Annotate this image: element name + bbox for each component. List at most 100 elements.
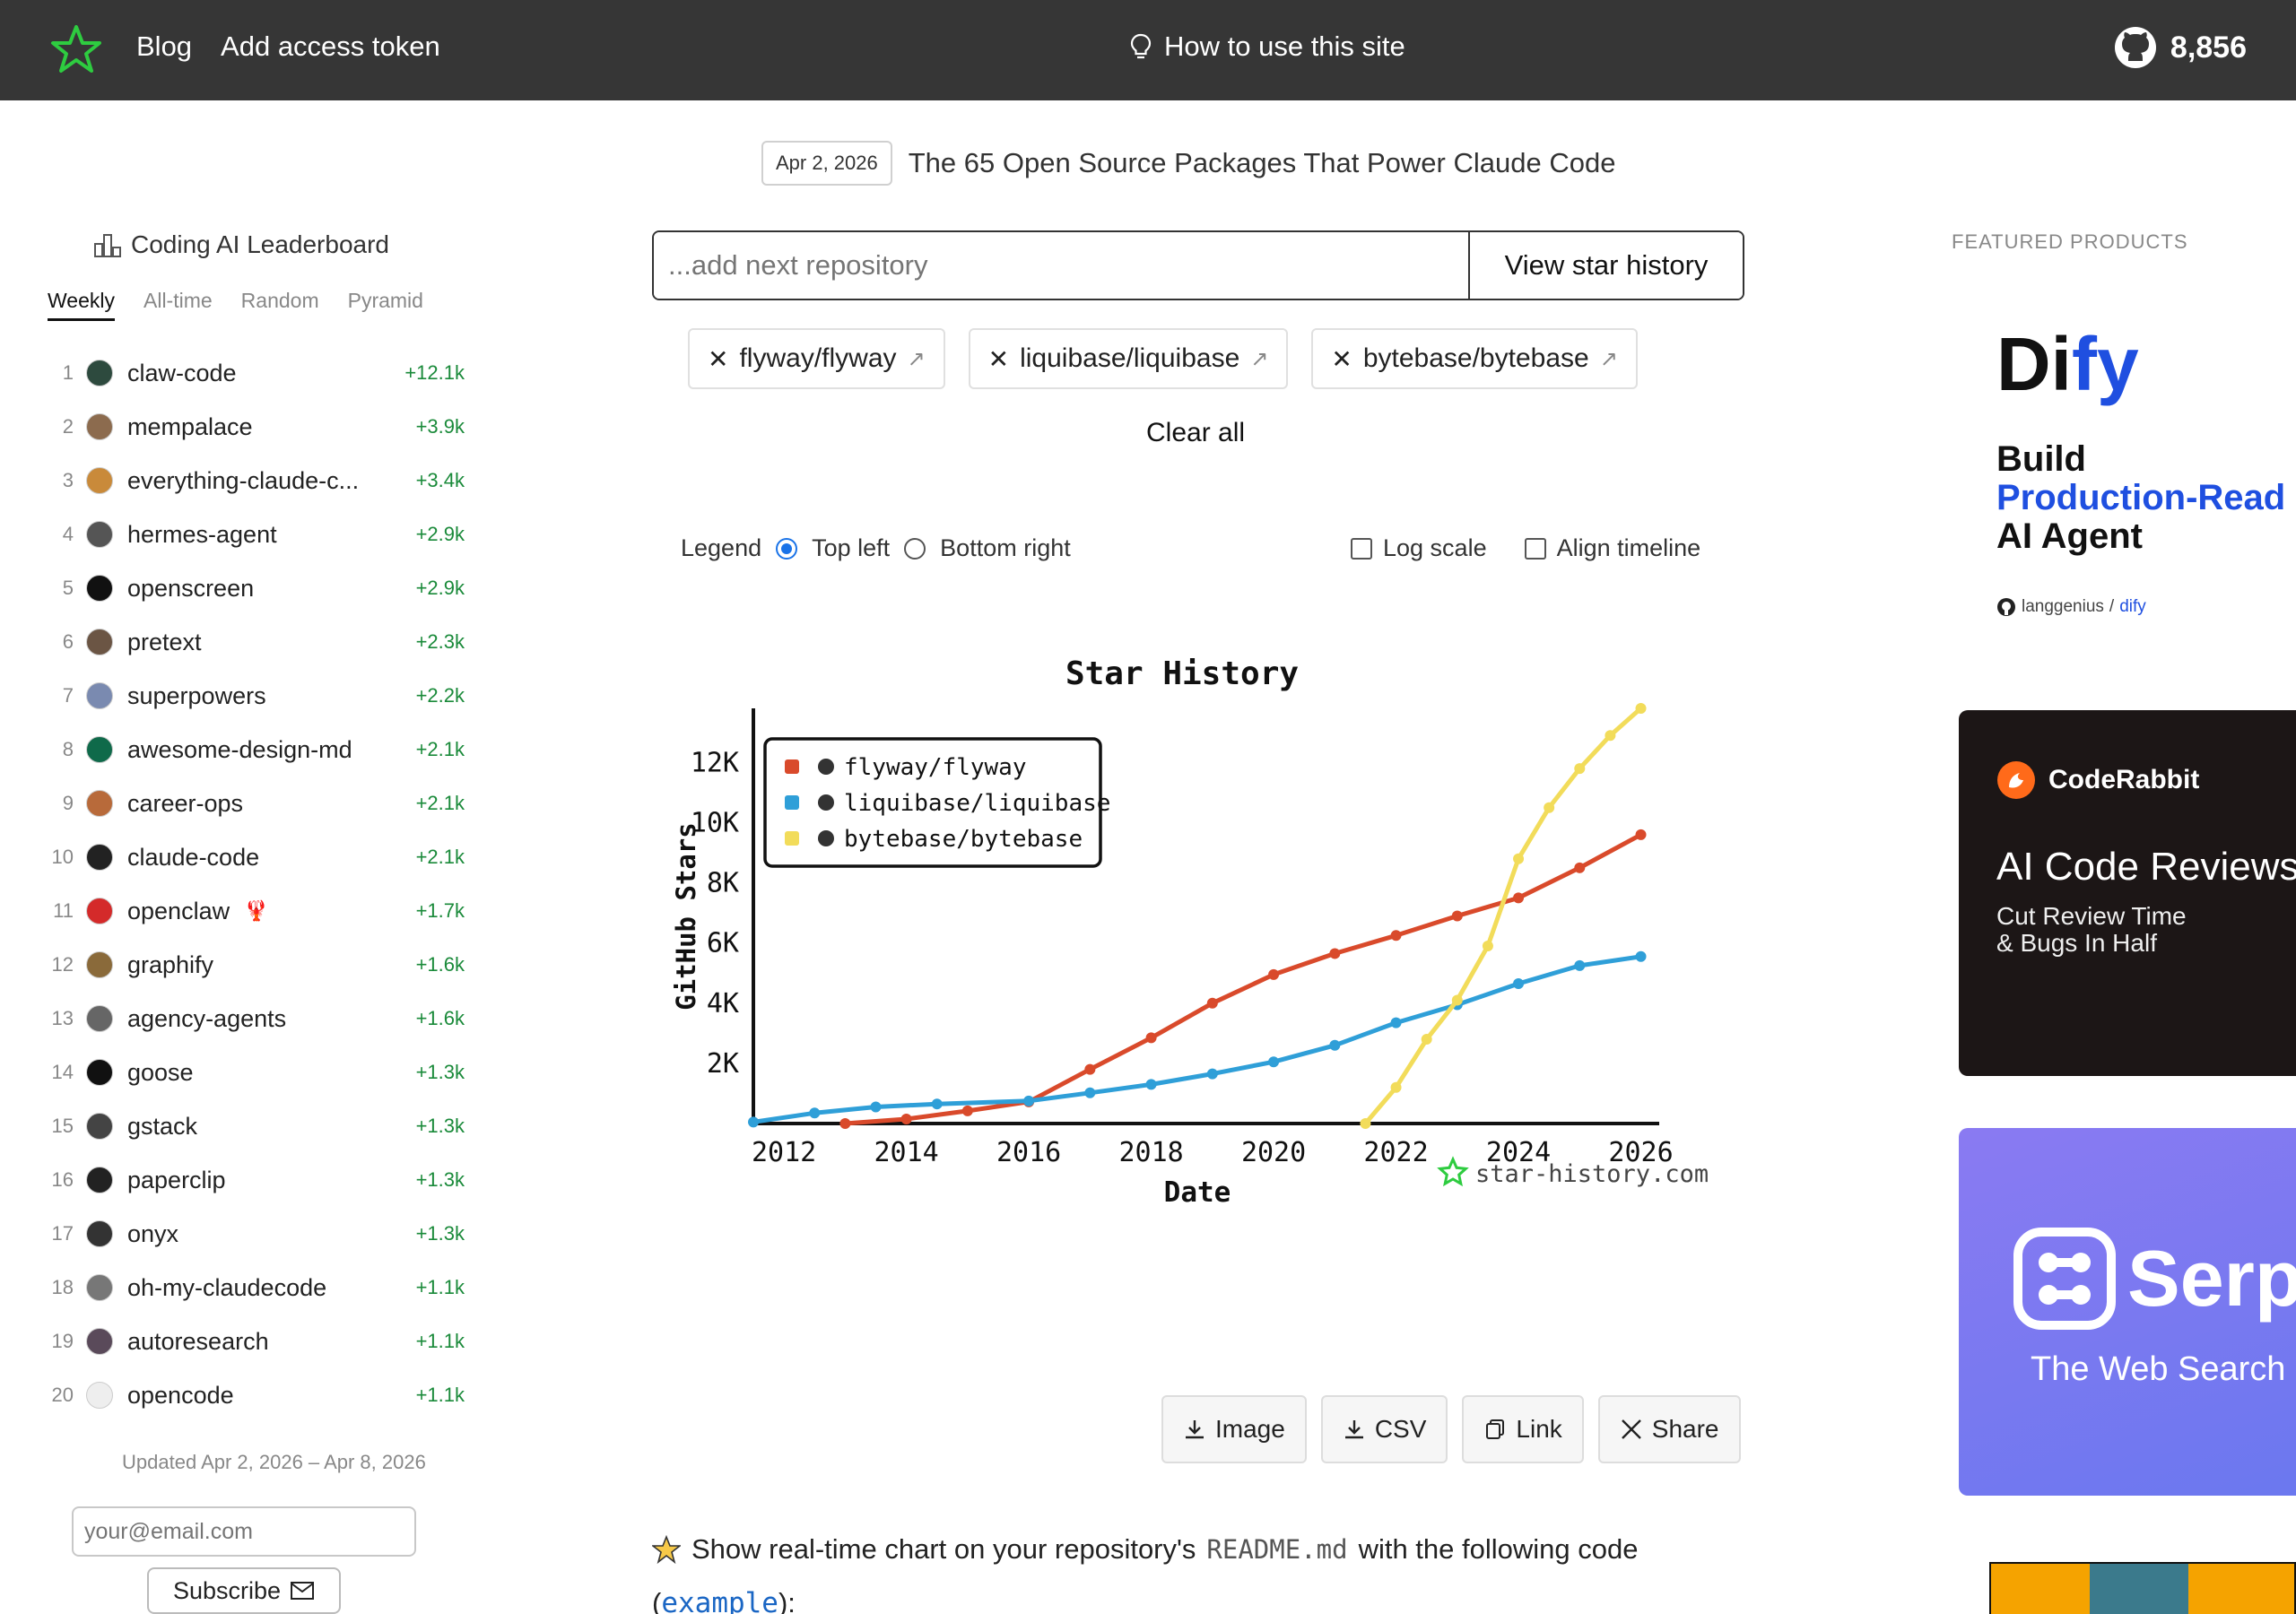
leaderboard-repo-name[interactable]: mempalace [127,412,253,440]
copy-link-button[interactable]: Link [1462,1395,1584,1463]
log-scale-checkbox[interactable] [1351,537,1372,560]
legend-top-left-radio[interactable] [776,537,798,560]
leaderboard-row[interactable]: 19 autoresearch +1.1k [43,1315,465,1368]
leaderboard-row[interactable]: 4 hermes-agent +2.9k [43,508,465,561]
leaderboard-repo-name[interactable]: graphify [127,950,214,978]
leaderboard-repo-name[interactable]: autoresearch [127,1327,269,1355]
leaderboard-repo-name[interactable]: everything-claude-c... [127,466,360,494]
leaderboard-row[interactable]: 7 superpowers +2.2k [43,669,465,723]
leaderboard-row[interactable]: 5 openscreen +2.9k [43,561,465,615]
leaderboard-repo-name[interactable]: gstack [127,1112,198,1140]
log-scale-label[interactable]: Log scale [1383,534,1487,561]
leaderboard-row[interactable]: 17 onyx +1.3k [43,1207,465,1261]
leaderboard-repo-name[interactable]: onyx [127,1219,179,1247]
leaderboard-repo-name[interactable]: career-ops [127,789,244,817]
leaderboard-row[interactable]: 3 everything-claude-c... +3.4k [43,454,465,508]
leaderboard-repo-name[interactable]: hermes-agent [127,520,277,548]
leaderboard-repo-name[interactable]: claude-code [127,843,260,871]
leaderboard-row[interactable]: 2 mempalace +3.9k [43,400,465,454]
share-button[interactable]: Share [1597,1395,1741,1463]
data-point [1329,1039,1341,1051]
y-tick-label: 4K [707,988,739,1020]
legend-bottom-right-label[interactable]: Bottom right [940,534,1071,561]
leaderboard-repo-name[interactable]: claw-code [127,359,237,386]
leaderboard-row[interactable]: 18 oh-my-claudecode +1.1k [43,1261,465,1315]
dify-ad[interactable]: Dify Build Production-Read AI Agent lang… [1962,305,2296,628]
leaderboard-row[interactable]: 15 gstack +1.3k [43,1099,465,1153]
leaderboard-repo-name[interactable]: paperclip [127,1166,226,1193]
leaderboard-row[interactable]: 16 paperclip +1.3k [43,1153,465,1207]
data-point [1145,1079,1157,1090]
leaderboard-row[interactable]: 1 claw-code +12.1k [43,346,465,400]
data-point [961,1105,973,1116]
legend-swatch [785,831,799,846]
github-stars-link[interactable]: 8,856 [2113,25,2247,70]
chart-legend [763,737,1102,868]
nav-add-access-token-link[interactable]: Add access token [221,30,440,62]
lobster-icon: 🦞 [244,899,269,922]
leaderboard-rank: 8 [62,738,74,760]
align-timeline-label[interactable]: Align timeline [1556,534,1701,561]
data-point [1513,853,1525,864]
leaderboard-repo-name[interactable]: openscreen [127,574,255,602]
legend-bottom-right-radio[interactable] [904,537,926,560]
tab-all-time[interactable]: All-time [144,289,213,312]
repo-chip[interactable]: ✕ liquibase/liquibase ↗ [968,328,1289,389]
remove-icon[interactable]: ✕ [1331,344,1352,373]
leaderboard-row[interactable]: 12 graphify +1.6k [43,938,465,992]
partial-ad[interactable] [1989,1562,2296,1614]
how-to-use-link[interactable]: How to use this site [1130,30,1405,63]
repo-chip[interactable]: ✕ flyway/flyway ↗ [688,328,945,389]
repo-chip-label: liquibase/liquibase [1020,343,1240,373]
align-timeline-checkbox[interactable] [1524,537,1546,560]
announcement-banner[interactable]: Apr 2, 2026 The 65 Open Source Packages … [761,141,1615,186]
repo-avatar [86,1328,113,1355]
nav-blog-link[interactable]: Blog [136,30,193,62]
remove-icon[interactable]: ✕ [708,344,729,373]
tab-weekly[interactable]: Weekly [48,289,115,321]
leaderboard-repo-name[interactable]: superpowers [127,681,266,709]
leaderboard-repo-name[interactable]: opencode [127,1381,234,1409]
leaderboard-row[interactable]: 20 opencode +1.1k [43,1368,465,1422]
leaderboard-repo-name[interactable]: goose [127,1058,194,1086]
star-history-logo-icon[interactable] [50,23,102,75]
clear-all-button[interactable]: Clear all [1146,418,1246,447]
coderabbit-ad[interactable]: CodeRabbit AI Code Reviews Cut Review Ti… [1959,710,2296,1076]
export-image-button[interactable]: Image [1161,1395,1307,1463]
leaderboard-row[interactable]: 6 pretext +2.3k [43,615,465,669]
leaderboard-star-delta: +2.9k [415,523,465,545]
readme-example: (example): [652,1587,796,1614]
email-input[interactable] [72,1506,416,1557]
leaderboard-repo-name[interactable]: agency-agents [127,1004,287,1032]
repo-chip[interactable]: ✕ bytebase/bytebase ↗ [1311,328,1638,389]
external-link-icon[interactable]: ↗ [1250,346,1269,371]
leaderboard-repo-name[interactable]: pretext [127,628,202,655]
leaderboard-repo-name[interactable]: oh-my-claudecode [127,1273,327,1301]
announcement-title[interactable]: The 65 Open Source Packages That Power C… [908,147,1616,178]
leaderboard-row[interactable]: 10 claude-code +2.1k [43,830,465,884]
tab-pyramid[interactable]: Pyramid [347,289,423,312]
leaderboard-repo-name[interactable]: awesome-design-md [127,735,352,763]
export-csv-button[interactable]: CSV [1320,1395,1448,1463]
leaderboard-row[interactable]: 9 career-ops +2.1k [43,777,465,830]
tab-random[interactable]: Random [240,289,319,312]
subscribe-button[interactable]: Subscribe [147,1567,341,1614]
legend-top-left-label[interactable]: Top left [812,534,891,561]
view-star-history-button[interactable]: View star history [1468,232,1743,299]
leaderboard-row[interactable]: 8 awesome-design-md +2.1k [43,723,465,777]
external-link-icon[interactable]: ↗ [907,346,926,371]
leaderboard-row[interactable]: 14 goose +1.3k [43,1046,465,1099]
dify-repo-name: dify [2119,597,2146,616]
leaderboard-repo-name[interactable]: openclaw [127,897,230,924]
remove-icon[interactable]: ✕ [987,344,1010,373]
y-tick-label: 10K [691,807,739,838]
leaderboard-star-delta: +1.6k [415,1007,465,1029]
external-link-icon[interactable]: ↗ [1599,346,1618,371]
leaderboard-row[interactable]: 13 agency-agents +1.6k [43,992,465,1046]
legend-label: Legend [681,534,762,561]
repository-input[interactable] [654,232,1468,299]
leaderboard-row[interactable]: 11 openclaw 🦞 +1.7k [43,884,465,938]
example-link[interactable]: example [661,1587,778,1614]
data-point [1544,802,1555,813]
serpapi-ad[interactable]: SerpA The Web Search [1959,1128,2296,1496]
